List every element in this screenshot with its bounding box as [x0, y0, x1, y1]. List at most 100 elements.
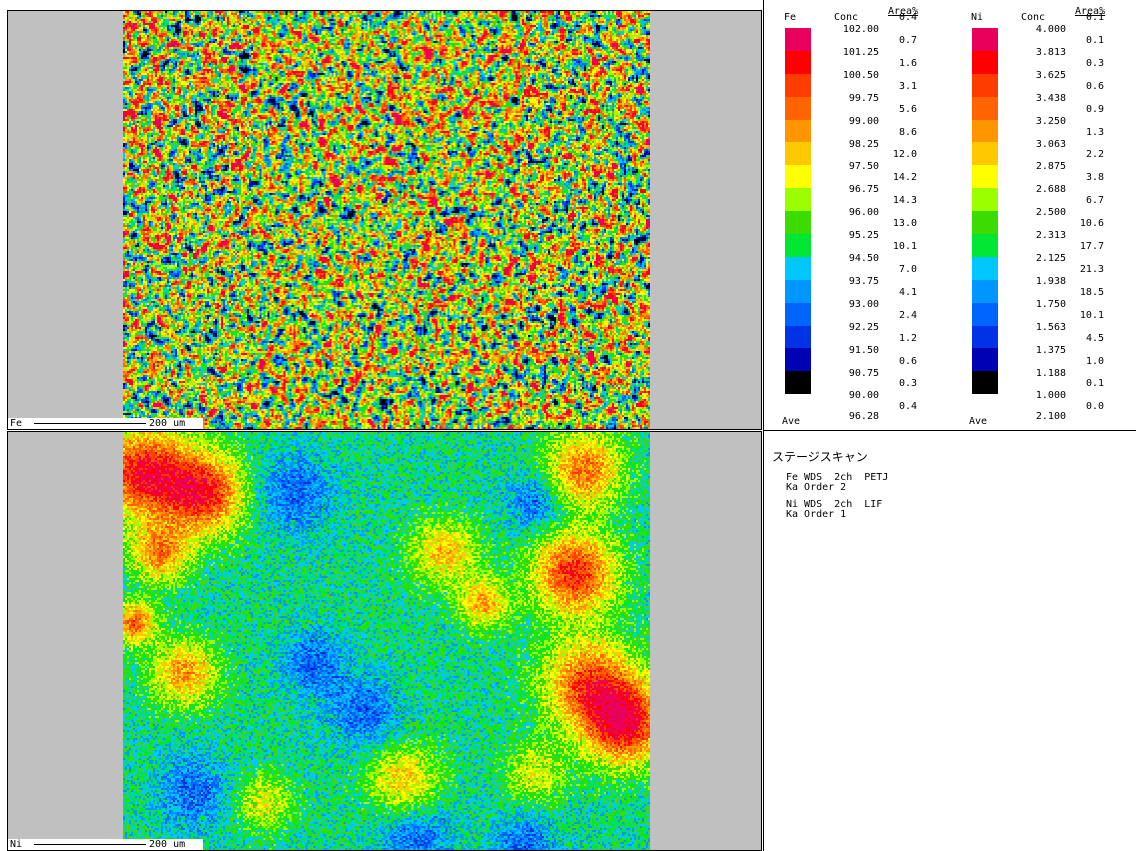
ni-average-value: 2.100: [1035, 411, 1066, 422]
ni-color-swatch: [972, 188, 998, 212]
fe-color-swatch: [785, 211, 811, 235]
ni-area-value: 3.8: [1085, 172, 1104, 184]
fe-conc-value: 101.25: [842, 46, 879, 58]
fe-average-value: 96.28: [848, 411, 879, 422]
fe-color-swatch: [785, 96, 811, 120]
fe-area-value: 12.0: [892, 149, 917, 161]
fe-conc-value: 96.75: [848, 184, 879, 196]
ni-color-swatch: [972, 28, 998, 51]
ni-conc-value: 3.625: [1035, 69, 1066, 81]
ni-color-swatch: [972, 142, 998, 166]
fe-map-panel[interactable]: Fe 200 um: [7, 10, 762, 430]
ni-area-value: 0.1: [1085, 34, 1104, 46]
fe-area-value: 13.0: [892, 218, 917, 230]
fe-element-map-image[interactable]: [123, 11, 650, 429]
fe-color-swatch: [785, 348, 811, 372]
fe-conc-value: 99.00: [848, 115, 879, 127]
fe-area-value: 0.4: [898, 12, 917, 23]
ni-map-label: Ni: [10, 839, 23, 850]
fe-legend-element: Fe: [784, 12, 797, 23]
ni-conc-value: 4.000: [1035, 24, 1066, 35]
ni-area-value: 0.6: [1085, 80, 1104, 92]
fe-conc-value: 96.00: [848, 207, 879, 219]
ni-conc-value: 2.125: [1035, 253, 1066, 264]
ni-area-value: 0.1: [1085, 378, 1104, 390]
fe-color-swatch: [785, 279, 811, 303]
ni-color-swatch: [972, 50, 998, 74]
fe-conc-value: 98.25: [848, 138, 879, 150]
fe-conc-value: 90.00: [848, 390, 879, 402]
fe-color-scale: [785, 28, 811, 395]
fe-legend-area-header: Area%: [888, 6, 919, 17]
fe-color-swatch: [785, 142, 811, 166]
ni-color-swatch: [972, 256, 998, 280]
fe-color-swatch: [785, 325, 811, 349]
fe-color-swatch: [785, 371, 811, 395]
ni-area-value: 1.3: [1085, 126, 1104, 138]
ni-conc-value: 1.188: [1035, 367, 1066, 379]
fe-map-label: Fe: [10, 418, 23, 429]
ni-conc-value: 1.750: [1035, 298, 1066, 310]
fe-color-swatch: [785, 302, 811, 326]
fe-area-value: 0.4: [898, 401, 917, 413]
ni-area-value: 6.7: [1085, 195, 1104, 207]
fe-area-value: 14.2: [892, 172, 917, 184]
ni-conc-value: 3.063: [1035, 138, 1066, 150]
ni-color-swatch: [972, 348, 998, 372]
ni-area-value: 0.3: [1085, 57, 1104, 69]
ni-legend-element: Ni: [971, 12, 984, 23]
ni-area-value: 1.0: [1085, 355, 1104, 367]
ni-conc-value: 2.313: [1035, 230, 1066, 242]
ni-scan-conditions: Ni WDS 2ch LIF Ka Order 1: [772, 500, 888, 520]
fe-area-value: 5.6: [898, 103, 917, 115]
fe-area-value: 7.0: [898, 263, 917, 275]
fe-color-swatch: [785, 165, 811, 189]
ni-conc-value: 2.500: [1035, 207, 1066, 219]
fe-area-value: 0.7: [898, 34, 917, 46]
ni-color-swatch: [972, 234, 998, 257]
ni-area-value: 4.5: [1085, 332, 1104, 344]
ni-legend-conc-header: Conc: [1021, 12, 1046, 23]
fe-area-value: 0.3: [898, 378, 917, 390]
fe-area-value: 8.6: [898, 126, 917, 138]
ni-area-value: 0.1: [1085, 12, 1104, 23]
ni-conc-value: 3.813: [1035, 46, 1066, 58]
fe-conc-value: 102.00: [842, 24, 879, 35]
ni-color-scale: [972, 28, 998, 395]
fe-scale-bar: [34, 423, 156, 424]
ni-conc-value: 1.375: [1035, 344, 1066, 356]
fe-color-swatch: [785, 50, 811, 74]
ni-scale-bar: [34, 844, 156, 845]
fe-area-value: 0.6: [898, 355, 917, 367]
ni-conc-value: 2.875: [1035, 161, 1066, 173]
ni-area-value: 18.5: [1079, 286, 1104, 298]
ni-element-map-image[interactable]: [123, 432, 650, 850]
ni-conc-value: 3.250: [1035, 115, 1066, 127]
fe-area-value: 14.3: [892, 195, 917, 207]
fe-scan-line-2: Ka Order 2: [786, 482, 847, 493]
scan-title: ステージスキャン: [772, 450, 868, 464]
fe-map-footer: Fe 200 um: [8, 418, 203, 429]
ni-scan-line-2: Ka Order 1: [786, 509, 847, 520]
ni-area-value: 0.0: [1085, 401, 1104, 413]
fe-area-value: 10.1: [892, 241, 917, 252]
ni-map-panel[interactable]: Ni 200 um: [7, 431, 762, 851]
fe-color-swatch: [785, 73, 811, 97]
ni-scale-label: 200 um: [146, 839, 189, 850]
scan-info: ステージスキャン Fe WDS 2ch PETJ Ka Order 2 Ni W…: [772, 448, 888, 527]
fe-scan-line-1: Fe WDS 2ch PETJ: [786, 472, 889, 483]
fe-area-value: 1.6: [898, 57, 917, 69]
fe-conc-value: 94.50: [848, 253, 879, 264]
fe-average-label: Ave: [782, 416, 801, 427]
fe-scan-conditions: Fe WDS 2ch PETJ Ka Order 2: [772, 473, 888, 493]
fe-conc-value: 100.50: [842, 69, 879, 81]
fe-color-swatch: [785, 256, 811, 280]
fe-color-swatch: [785, 234, 811, 257]
ni-color-swatch: [972, 302, 998, 326]
fe-area-value: 1.2: [898, 332, 917, 344]
ni-color-swatch: [972, 119, 998, 143]
ni-area-value: 0.9: [1085, 103, 1104, 115]
panel-divider-vertical: [763, 0, 764, 851]
fe-color-swatch: [785, 28, 811, 51]
fe-conc-value: 99.75: [848, 92, 879, 104]
